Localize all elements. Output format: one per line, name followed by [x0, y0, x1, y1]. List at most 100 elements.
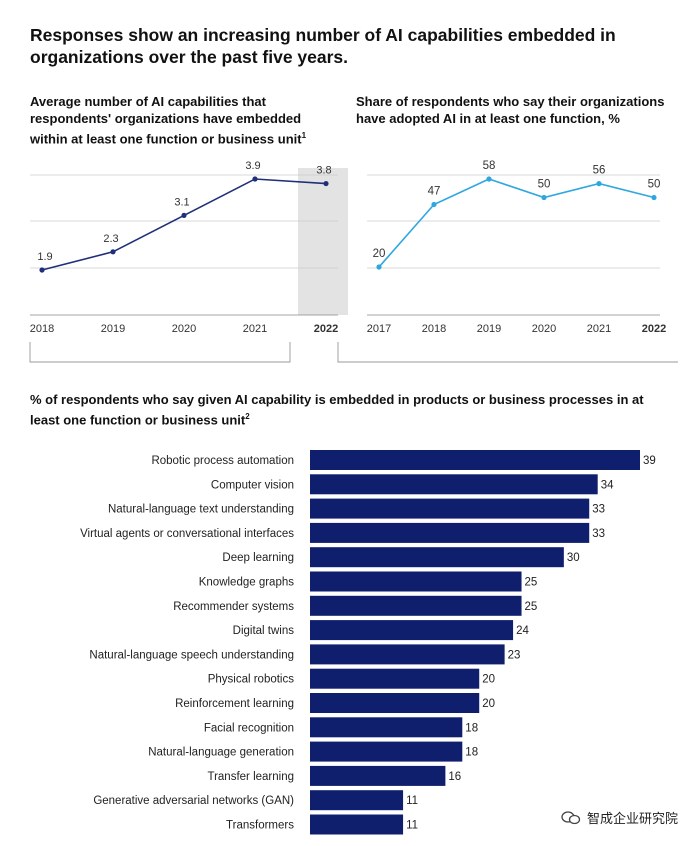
right-x-tick-label: 2020	[532, 323, 556, 335]
wechat-icon	[561, 810, 581, 824]
left-data-point	[181, 212, 187, 218]
bottom-chart-title-text: % of respondents who say given AI capabi…	[30, 392, 644, 428]
right-x-tick-label: 2019	[477, 323, 501, 335]
bar	[310, 717, 463, 738]
category-label: Natural-language generation	[148, 747, 294, 759]
capability-bar-chart: Robotic process automation 39 Computer vis…	[80, 450, 656, 835]
bar	[310, 571, 522, 592]
category-label: Knowledge graphs	[199, 577, 295, 589]
left-x-tick-label: 2019	[101, 323, 125, 335]
left-x-tick-label: 2022	[314, 323, 338, 335]
right-data-label: 50	[538, 179, 551, 191]
left-series-line	[41, 178, 327, 271]
left-x-tick-label: 2018	[30, 323, 54, 335]
watermark: 智成企业研究院	[561, 808, 678, 827]
left-data-label: 3.9	[245, 160, 260, 172]
bar-value-label: 23	[508, 649, 521, 661]
category-label: Transformers	[226, 820, 294, 832]
category-label: Natural-language speech understanding	[89, 649, 294, 661]
bar-value-label: 33	[592, 528, 605, 540]
right-x-tick-label: 2022	[642, 323, 666, 335]
bar	[310, 790, 404, 811]
category-label: Recommender systems	[173, 601, 294, 613]
bar	[310, 814, 404, 835]
category-label: Deep learning	[222, 552, 294, 564]
category-label: Robotic process automation	[151, 455, 294, 467]
chart-bracket	[29, 342, 678, 363]
bar	[310, 765, 446, 786]
left-data-point	[110, 249, 116, 255]
bar-value-label: 16	[448, 771, 461, 783]
left-chart-footnote-marker: 1	[301, 131, 307, 140]
left-x-tick-label: 2020	[172, 323, 196, 335]
right-line-chart: 20 47 58 50 56 50 2017 2018 2019 2020 2021 2022	[367, 160, 666, 335]
right-x-tick-label: 2018	[422, 323, 446, 335]
page-title: Responses show an increasing number of A…	[30, 25, 616, 67]
right-data-label: 50	[648, 179, 661, 191]
category-label: Natural-language text understanding	[108, 504, 294, 516]
right-data-point	[431, 201, 437, 208]
bottom-chart-footnote-marker: 2	[245, 412, 250, 421]
left-data-point	[252, 176, 258, 182]
left-data-label: 3.1	[174, 196, 189, 208]
right-data-point	[651, 194, 657, 201]
bar	[310, 595, 522, 616]
bar-value-label: 11	[406, 795, 418, 807]
right-x-tick-label: 2021	[587, 323, 611, 335]
highlight-band-2022	[298, 168, 348, 315]
category-label: Physical robotics	[208, 674, 295, 686]
category-label: Reinforcement learning	[175, 698, 294, 710]
category-label: Facial recognition	[204, 722, 294, 734]
right-data-label: 20	[373, 248, 386, 260]
category-label: Computer vision	[211, 479, 294, 491]
right-series-line	[378, 178, 655, 268]
left-data-label: 1.9	[37, 251, 52, 263]
bar	[310, 668, 480, 689]
left-chart-title-text: Average number of AI capabilities that r…	[30, 94, 302, 147]
watermark-text: 智成企业研究院	[586, 811, 678, 826]
bar-value-label: 34	[601, 479, 614, 491]
left-data-label: 2.3	[103, 233, 118, 245]
left-data-point	[39, 267, 45, 273]
bar-value-label: 39	[643, 455, 656, 467]
bracket-left	[29, 342, 291, 363]
left-chart-title: Average number of AI capabilities that r…	[30, 93, 330, 147]
bar	[310, 474, 598, 495]
left-x-tick-label: 2021	[243, 323, 267, 335]
right-data-point	[486, 176, 492, 182]
bar-value-label: 33	[592, 504, 605, 516]
bar-value-label: 11	[406, 820, 418, 832]
bar-value-label: 20	[482, 674, 495, 686]
bracket-right	[337, 342, 678, 363]
bar	[310, 644, 505, 665]
category-label: Digital twins	[233, 625, 295, 637]
bar	[310, 450, 640, 470]
right-data-point	[376, 264, 382, 270]
bar	[310, 741, 463, 762]
bar-value-label: 25	[525, 601, 538, 613]
category-label: Transfer learning	[207, 771, 294, 783]
bar-value-label: 18	[465, 747, 478, 759]
bar	[310, 498, 590, 519]
right-data-label: 58	[483, 160, 496, 172]
bar-value-label: 25	[525, 577, 538, 589]
bar	[310, 522, 590, 543]
bar	[310, 547, 564, 568]
category-label: Virtual agents or conversational interfa…	[80, 528, 294, 540]
left-line-chart: 1.9 2.3 3.1 3.9 3.8 2018 2019 2020 2021 2022	[30, 160, 348, 335]
right-chart-title: Share of respondents who say their organ…	[356, 94, 665, 126]
right-data-point	[596, 181, 602, 187]
bar	[310, 620, 514, 641]
bottom-chart-title: % of respondents who say given AI capabi…	[30, 391, 670, 428]
bar-value-label: 30	[567, 552, 580, 564]
bar-value-label: 24	[516, 625, 529, 637]
bar-value-label: 20	[482, 698, 495, 710]
bar-value-label: 18	[465, 722, 478, 734]
right-data-label: 56	[593, 165, 606, 177]
right-data-label: 47	[428, 185, 441, 197]
bar	[310, 693, 480, 713]
left-data-point	[323, 180, 329, 187]
category-label: Generative adversarial networks (GAN)	[93, 795, 294, 807]
right-x-tick-label: 2017	[367, 323, 391, 335]
